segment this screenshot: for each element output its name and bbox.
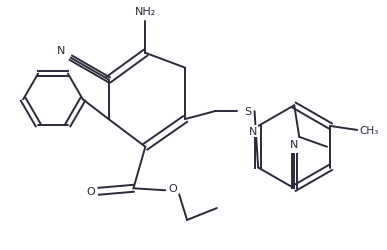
Text: S: S [244,107,251,117]
Text: O: O [86,186,95,196]
Text: O: O [169,184,178,194]
Text: CH₃: CH₃ [360,126,379,136]
Text: N: N [290,139,298,149]
Text: NH₂: NH₂ [135,7,156,17]
Text: N: N [249,126,257,136]
Text: N: N [57,46,65,56]
